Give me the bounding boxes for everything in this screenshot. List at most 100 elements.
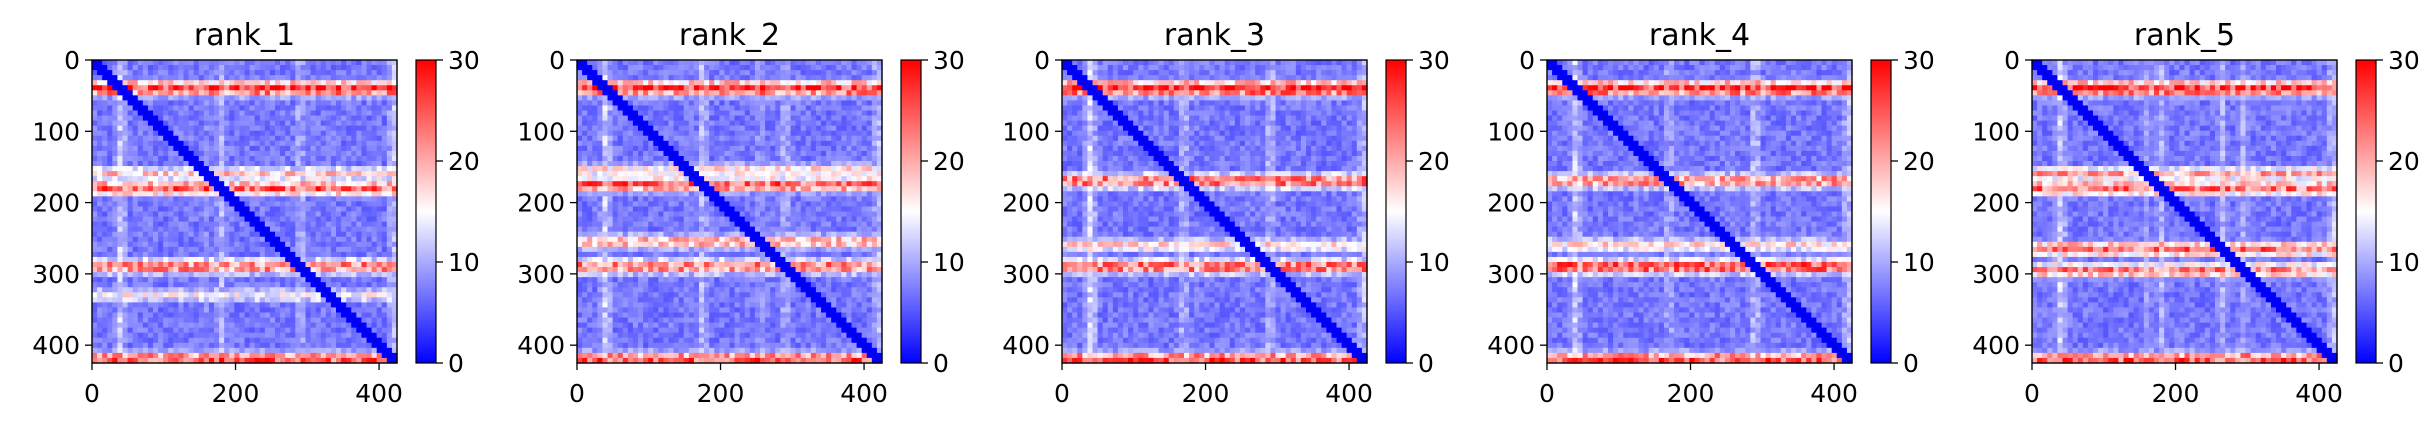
heatmap-cell [382, 267, 388, 273]
heatmap-cell [199, 282, 205, 288]
heatmap-cell [326, 201, 332, 207]
heatmap-cell [582, 171, 588, 177]
heatmap-cell [143, 131, 149, 137]
heatmap-cell [280, 131, 286, 137]
heatmap-cell [770, 100, 776, 106]
heatmap-cell [356, 227, 362, 233]
heatmap-cell [102, 60, 108, 66]
heatmap-cell [204, 126, 210, 132]
heatmap-cell [209, 287, 215, 293]
heatmap-cell [597, 151, 603, 157]
heatmap-cell [260, 201, 266, 207]
heatmap-cell [770, 156, 776, 162]
heatmap-cell [852, 111, 858, 117]
heatmap-cell [112, 166, 118, 172]
heatmap-cell [229, 272, 235, 278]
heatmap-cell [699, 131, 705, 137]
heatmap-cell [770, 85, 776, 91]
heatmap-cell [209, 328, 215, 334]
heatmap-cell [260, 166, 266, 172]
heatmap-cell [791, 100, 797, 106]
heatmap-title: rank_1 [194, 18, 295, 53]
heatmap-cell [189, 206, 195, 212]
heatmap-cell [178, 85, 184, 91]
heatmap-cell [331, 272, 337, 278]
heatmap-cell [306, 206, 312, 212]
heatmap-cell [658, 131, 664, 137]
heatmap-cell [321, 126, 327, 132]
heatmap-cell [331, 212, 337, 218]
heatmap-cell [826, 156, 832, 162]
heatmap-cell [260, 237, 266, 243]
heatmap-cell [316, 227, 322, 233]
heatmap-cell [265, 348, 271, 354]
heatmap-cell [735, 131, 741, 137]
heatmap-cell [117, 151, 123, 157]
heatmap-cell [133, 353, 139, 359]
heatmap-cell [123, 353, 129, 359]
heatmap-cell [133, 196, 139, 202]
heatmap-cell [234, 282, 240, 288]
heatmap-cell [719, 70, 725, 76]
heatmap-cell [816, 95, 822, 101]
heatmap-cell [128, 80, 134, 86]
heatmap-cell [168, 328, 174, 334]
heatmap-cell [128, 353, 134, 359]
heatmap-cell [255, 313, 261, 319]
heatmap-cell [735, 95, 741, 101]
heatmap-cell [92, 151, 98, 157]
heatmap-cell [724, 136, 730, 142]
heatmap-cell [224, 297, 230, 303]
heatmap-cell [592, 121, 598, 127]
heatmap-cell [295, 161, 301, 167]
heatmap-cell [361, 176, 367, 182]
heatmap-cell [199, 338, 205, 344]
heatmap-cell [214, 227, 220, 233]
heatmap-cell [250, 267, 256, 273]
heatmap-cell [602, 166, 608, 172]
heatmap-cell [846, 131, 852, 137]
heatmap-cell [765, 90, 771, 96]
heatmap-cell [123, 176, 129, 182]
heatmap-cell [653, 70, 659, 76]
heatmap-cell [97, 282, 103, 288]
heatmap-cell [112, 267, 118, 273]
heatmap-cell [387, 201, 393, 207]
heatmap-cell [872, 151, 878, 157]
heatmap-cell [117, 181, 123, 187]
heatmap-cell [219, 161, 225, 167]
heatmap-cell [295, 206, 301, 212]
heatmap-cell [704, 126, 710, 132]
heatmap-cell [123, 257, 129, 263]
heatmap-cell [138, 85, 144, 91]
heatmap-cell [219, 111, 225, 117]
heatmap-cell [608, 151, 614, 157]
heatmap-cell [194, 257, 200, 263]
heatmap-cell [260, 186, 266, 192]
heatmap-cell [275, 227, 281, 233]
heatmap-cell [128, 313, 134, 319]
heatmap-cell [250, 297, 256, 303]
heatmap-cell [270, 196, 276, 202]
heatmap-cell [669, 65, 675, 71]
heatmap-cell [306, 297, 312, 303]
heatmap-cell [265, 100, 271, 106]
heatmap-cell [336, 166, 342, 172]
heatmap-cell [316, 242, 322, 248]
heatmap-cell [102, 232, 108, 238]
heatmap-cell [341, 217, 347, 223]
heatmap-cell [158, 227, 164, 233]
heatmap-cell [356, 313, 362, 319]
heatmap-cell [189, 121, 195, 127]
heatmap-cell [209, 343, 215, 349]
heatmap-cell [326, 60, 332, 66]
heatmap-cell [117, 217, 123, 223]
heatmap-cell [592, 65, 598, 71]
heatmap-cell [143, 227, 149, 233]
heatmap-cell [270, 353, 276, 359]
heatmap-cell [133, 186, 139, 192]
heatmap-cell [143, 136, 149, 142]
heatmap-cell [361, 297, 367, 303]
heatmap-cell [153, 212, 159, 218]
